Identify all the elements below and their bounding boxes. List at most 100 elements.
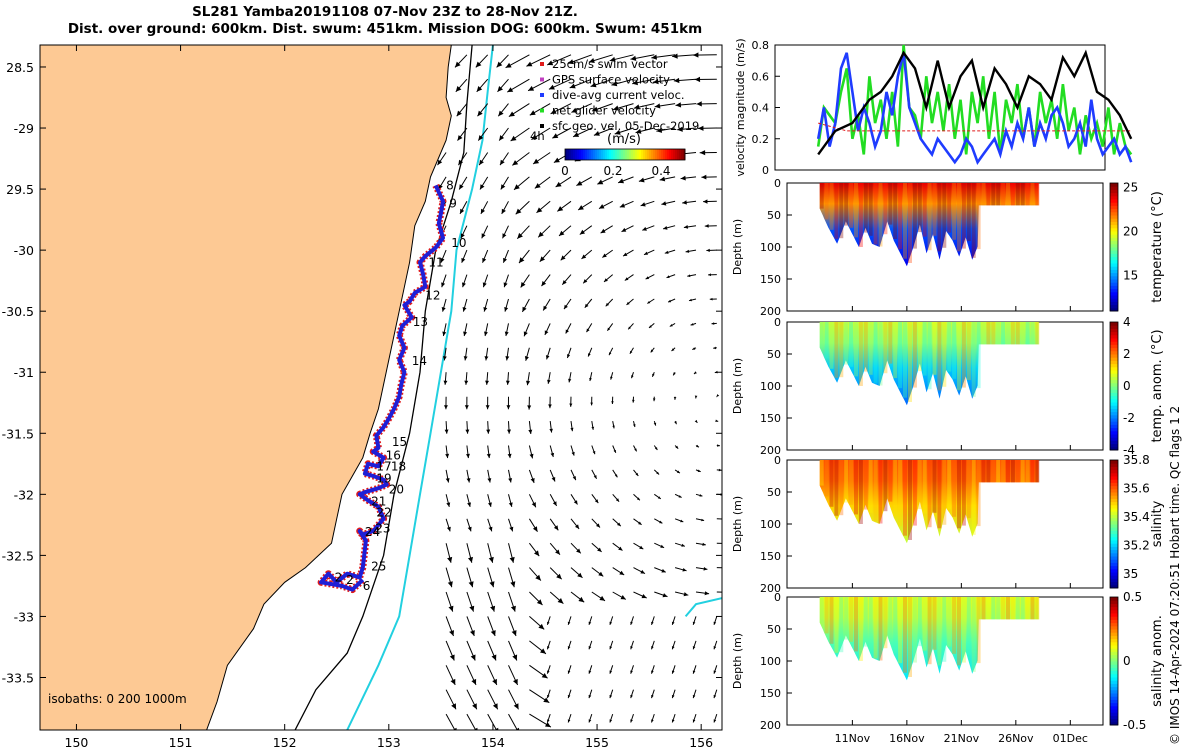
- velocity-series-3: [817, 49, 1133, 156]
- temperature-panel-cb-tick-2: 25: [1123, 180, 1138, 194]
- velocity-frame: [774, 44, 1106, 171]
- isobath-1000m-east: [684, 597, 722, 618]
- map-frame: [39, 44, 723, 731]
- day-label-7: 15: [392, 435, 407, 449]
- temperature-panel-frame: [786, 182, 1104, 312]
- map-y-tick-1: -29: [14, 121, 34, 136]
- temperature-anomaly-panel-colorbar: [1109, 321, 1119, 451]
- surface-velocity-field: [437, 52, 722, 730]
- temperature-panel-ylabel: Depth (m): [731, 219, 744, 275]
- land-mass: [40, 45, 452, 730]
- map-y-tick-3: -30: [14, 243, 34, 258]
- temperature-panel-y-tick-3: 150: [760, 273, 781, 286]
- salinity-anomaly-panel-data: [819, 597, 1039, 681]
- day-label-14: 22: [376, 506, 391, 520]
- salinity-anomaly-panel-colorbar: [1109, 596, 1119, 726]
- x-tick-2: 21Nov: [944, 732, 980, 745]
- vel-y-tick-3: 0.6: [752, 70, 770, 83]
- day-label-19: 2: [346, 573, 354, 587]
- map-y-tick-9: -33: [14, 609, 34, 624]
- day-label-20: 6: [363, 579, 371, 593]
- day-label-9: 17: [376, 459, 391, 473]
- temperature-anomaly-panel-data: [819, 322, 1039, 406]
- salinity-panel-colorbar: [1109, 459, 1119, 589]
- day-label-1: 9: [449, 197, 457, 211]
- temperature-panel-cb-tick-0: 15: [1123, 269, 1138, 283]
- salinity-panel-cb-tick-3: 35.6: [1123, 481, 1150, 495]
- speed-colorbar: [564, 148, 686, 161]
- day-label-12: 20: [389, 482, 404, 496]
- temperature-anomaly-panel-y-tick-4: 200: [760, 444, 781, 457]
- day-label-4: 12: [425, 288, 440, 302]
- legend-swatch-3: [540, 108, 544, 113]
- day-label-18: 2: [335, 570, 343, 584]
- temperature-anomaly-panel-cb-tick-3: 2: [1123, 347, 1131, 361]
- salinity-panel-y-tick-4: 200: [760, 582, 781, 595]
- salinity-panel-ylabel: Depth (m): [731, 496, 744, 552]
- map-y-tick-0: 28.5: [6, 60, 34, 75]
- isobath-1000m: [346, 45, 494, 730]
- glider-track: [319, 184, 445, 592]
- map-x-tick-0: 150: [65, 735, 89, 750]
- day-label-13: 21: [371, 495, 386, 509]
- day-label-2: 10: [451, 236, 466, 250]
- velocity-series-1: [816, 52, 1133, 165]
- salinity-anomaly-panel: 0 50 100 150 200 Depth (m) -0.5 0 0.5 salinity an…: [731, 590, 1165, 745]
- salinity-anomaly-panel-ylabel: Depth (m): [731, 633, 744, 689]
- isobaths-label: isobaths: 0 200 1000m: [48, 692, 187, 706]
- vel-y-tick-2: 0.4: [752, 102, 770, 115]
- temperature-anomaly-panel-frame: [786, 321, 1104, 451]
- map-x-tick-3: 153: [377, 735, 401, 750]
- map-y-tick-5: -31: [14, 365, 34, 380]
- temperature-panel-colorbar: [1109, 182, 1119, 312]
- map-x-tick-4: 154: [481, 735, 505, 750]
- salinity-panel-cb-tick-4: 35.8: [1123, 453, 1150, 467]
- salinity-panel-cb-label: salinity: [1150, 500, 1165, 547]
- map-y-tick-6: -31.5: [2, 426, 34, 441]
- day-label-8: 16: [386, 448, 401, 462]
- map-axes: 150 151 152 153 154 155 15628.5-2929.5-30-30.5…: [2, 44, 723, 750]
- day-label-3: 11: [428, 255, 443, 269]
- map-y-tick-2: 29.5: [6, 182, 34, 197]
- legend-label-3: net glider velocity: [552, 104, 656, 118]
- vel-y-tick-1: 0.2: [752, 133, 770, 146]
- temperature-panel-y-tick-4: 200: [760, 305, 781, 318]
- temperature-panel: 0 50 100 150 200 Depth (m) 15 20 25 temperature (…: [731, 177, 1165, 318]
- legend-swatch-2: [540, 93, 544, 97]
- x-tick-0: 11Nov: [835, 732, 871, 745]
- colorbar-tick-2: 0.4: [651, 164, 670, 178]
- credit-text: © IMOS 14-Apr-2024 07:20:51 Hobart time.…: [1168, 405, 1182, 745]
- salinity-anomaly-panel-y-tick-1: 50: [767, 623, 781, 636]
- vel-y-tick-0: 0: [762, 164, 769, 177]
- x-tick-4: 01Dec: [1053, 732, 1088, 745]
- temperature-anomaly-panel-ylabel: Depth (m): [731, 358, 744, 414]
- salinity-anomaly-panel-cb-tick-1: 0: [1123, 654, 1131, 668]
- day-label-15: 23: [375, 522, 390, 536]
- day-label-11: 19: [376, 471, 391, 485]
- salinity-anomaly-panel-y-tick-0: 0: [774, 591, 781, 604]
- map-x-tick-2: 152: [273, 735, 297, 750]
- temperature-anomaly-panel-cb-tick-4: 4: [1123, 315, 1131, 329]
- salinity-anomaly-panel-cb-tick-0: -0.5: [1123, 718, 1146, 732]
- legend-swatch-0: [540, 62, 544, 66]
- figure-title: SL281 Yamba20191108 07-Nov 23Z to 28-Nov…: [40, 4, 730, 38]
- salinity-panel-y-tick-1: 50: [767, 486, 781, 499]
- legend-label-2: dive-avg current veloc.: [552, 88, 685, 102]
- salinity-anomaly-panel-cb-label: salinity anom.: [1150, 615, 1165, 707]
- scale-label: 4h: [530, 129, 545, 143]
- map-x-tick-5: 155: [585, 735, 609, 750]
- x-tick-1: 16Nov: [889, 732, 925, 745]
- temperature-anomaly-panel-cb-label: temp. anom. (°C): [1150, 329, 1165, 442]
- velocity-series-0: [816, 44, 1133, 156]
- map-y-tick-7: -32: [14, 487, 34, 502]
- temperature-anomaly-panel-y-tick-3: 150: [760, 412, 781, 425]
- map-x-tick-6: 156: [689, 735, 713, 750]
- map-legend: 25cm/s swim vector GPS surface velocitydi…: [530, 57, 699, 178]
- temperature-anomaly-panel: 0 50 100 150 200 Depth (m) -4 -2 0 2 4 temp. anom. …: [731, 315, 1165, 457]
- day-label-16: 24: [365, 525, 380, 539]
- salinity-anomaly-panel-y-tick-3: 150: [760, 687, 781, 700]
- title-line-1: SL281 Yamba20191108 07-Nov 23Z to 28-Nov…: [192, 4, 578, 20]
- colorbar-tick-1: 0.2: [603, 164, 622, 178]
